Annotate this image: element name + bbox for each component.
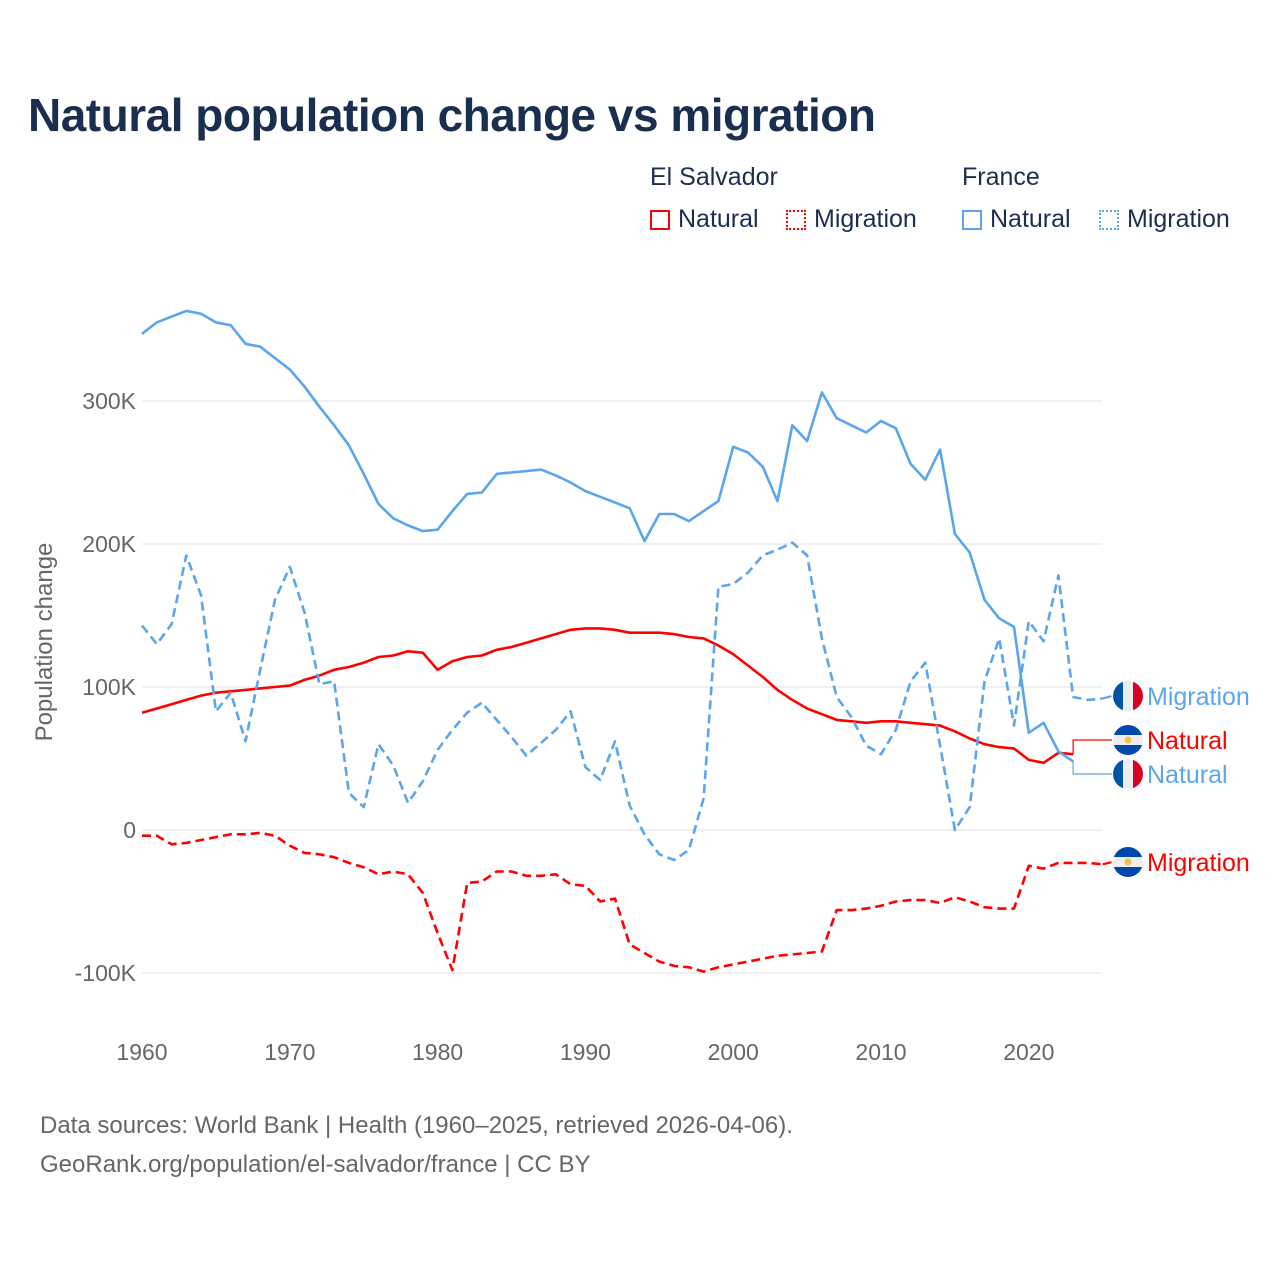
series-line-el-salvador-migration xyxy=(142,831,1103,973)
legend-el-salvador-migration[interactable]: Migration xyxy=(786,205,917,234)
el-salvador-flag-icon xyxy=(1113,847,1143,877)
footer: Data sources: World Bank | Health (1960–… xyxy=(40,1106,793,1184)
x-tick-label: 2020 xyxy=(1003,1039,1054,1065)
label-connector xyxy=(1072,761,1112,775)
legend-swatch-solid-blue xyxy=(962,209,982,230)
end-label-el-salvador-migration: Migration xyxy=(1147,849,1250,877)
x-tick-label: 2000 xyxy=(708,1039,759,1065)
y-tick-label: 100K xyxy=(82,674,136,700)
y-tick-label: 200K xyxy=(82,531,136,557)
el-salvador-flag-icon xyxy=(1113,725,1143,755)
series-line-france-natural xyxy=(141,309,1074,763)
legend-label: Natural xyxy=(678,205,759,233)
end-label-france-natural: Natural xyxy=(1147,761,1228,789)
france-flag-icon xyxy=(1113,759,1143,789)
x-tick-label: 1970 xyxy=(264,1039,315,1065)
legend-swatch-dotted-red xyxy=(786,209,806,230)
y-tick-label: 300K xyxy=(82,388,136,414)
data-source-text: Data sources: World Bank | Health (1960–… xyxy=(40,1112,793,1139)
y-axis-label: Population change xyxy=(31,543,58,742)
series-line-france-migration xyxy=(140,541,1103,862)
france-flag-icon xyxy=(1113,681,1143,711)
legend-el-salvador-natural[interactable]: Natural xyxy=(650,205,759,234)
series-line-el-salvador-natural xyxy=(141,627,1074,765)
legend-france-migration[interactable]: Migration xyxy=(1099,205,1230,234)
legend-label: Natural xyxy=(990,205,1071,233)
label-connector xyxy=(1102,694,1113,700)
legend-label: Migration xyxy=(814,205,917,233)
legend-swatch-dotted-blue xyxy=(1099,209,1119,230)
legend-france-natural[interactable]: Natural xyxy=(962,205,1071,234)
end-label-el-salvador-natural: Natural xyxy=(1147,727,1228,755)
legend-country-france: France xyxy=(962,163,1040,191)
x-tick-label: 1990 xyxy=(560,1039,611,1065)
label-connector xyxy=(1102,860,1113,866)
chart-title: Natural population change vs migration xyxy=(28,89,876,141)
y-tick-label: 0 xyxy=(123,817,136,843)
y-tick-label: -100K xyxy=(75,960,137,986)
x-tick-label: 1960 xyxy=(116,1039,167,1065)
label-connector xyxy=(1072,739,1112,755)
legend-label: Migration xyxy=(1127,205,1230,233)
source-url-text: GeoRank.org/population/el-salvador/franc… xyxy=(40,1151,591,1178)
end-label-france-migration: Migration xyxy=(1147,683,1250,711)
legend-swatch-solid-red xyxy=(650,209,670,230)
x-tick-label: 1980 xyxy=(412,1039,463,1065)
legend-country-el-salvador: El Salvador xyxy=(650,163,778,191)
x-tick-label: 2010 xyxy=(855,1039,906,1065)
